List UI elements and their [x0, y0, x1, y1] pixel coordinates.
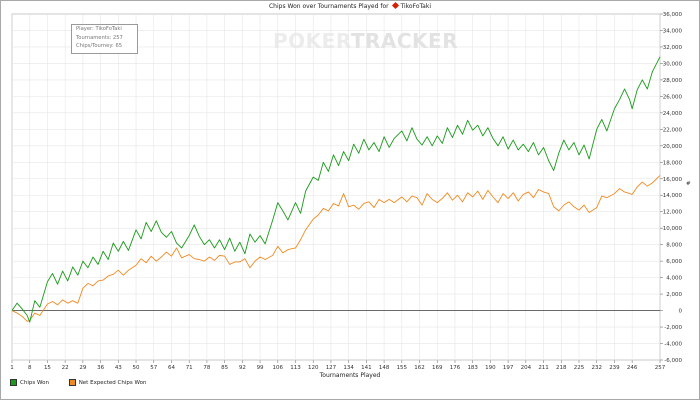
x-tick-label: 127	[326, 365, 337, 371]
chart-title: Chips Won over Tournaments Played for Ti…	[0, 1, 700, 10]
series-line-net-expected-chips-won	[11, 175, 661, 322]
y-tick-label: 0	[679, 309, 683, 315]
legend-item-chips-won[interactable]: Chips Won	[10, 379, 49, 386]
x-tick-label: 50	[133, 365, 140, 371]
x-axis-label: Tournaments Played	[319, 372, 381, 379]
x-tick-label: 71	[186, 365, 193, 371]
series-line-chips-won	[11, 56, 661, 323]
y-axis-symbol: #	[686, 181, 691, 187]
x-tick-label: 141	[361, 365, 372, 371]
x-tick-label: 43	[115, 365, 122, 371]
x-tick-label: 57	[150, 365, 157, 371]
chart-title-player: TikoFoTaki	[400, 3, 431, 10]
x-tick-label: 85	[221, 365, 228, 371]
x-tick-label: 106	[273, 365, 284, 371]
y-tick-label: 18,000	[663, 160, 683, 166]
x-tick-label: 176	[450, 365, 461, 371]
watermark-part2: TRACKER	[350, 29, 459, 53]
y-tick-label: 26,000	[663, 94, 683, 100]
x-tick-label: 99	[257, 365, 264, 371]
x-tick-label: 197	[503, 365, 514, 371]
x-tick-label: 15	[44, 365, 51, 371]
y-tick-label: 36,000	[663, 12, 683, 18]
info-player: Player: TikoFoTaki	[76, 26, 122, 32]
x-tick-label: 64	[168, 365, 175, 371]
legend-label-net-expected: Net Expected Chips Won	[78, 379, 147, 386]
x-tick-label: 155	[397, 365, 408, 371]
legend-swatch-net-expected	[68, 379, 76, 386]
chart-legend: Chips Won Net Expected Chips Won	[10, 379, 164, 388]
y-tick-label: 34,000	[663, 28, 683, 34]
x-tick-label: 246	[627, 365, 638, 371]
watermark-part1: POKER	[273, 29, 351, 53]
x-tick-label: 232	[591, 365, 602, 371]
player-info-box: Player: TikoFoTaki Tournaments: 257 Chip…	[71, 24, 138, 54]
info-tournaments: Tournaments: 257	[76, 34, 123, 41]
y-tick-label: 20,000	[663, 144, 683, 150]
y-tick-label: 32,000	[663, 45, 683, 51]
x-tick-label: 239	[609, 365, 620, 371]
x-tick-label: 190	[485, 365, 496, 371]
y-tick-label: 10,000	[663, 226, 683, 232]
x-tick-label: 120	[308, 365, 319, 371]
y-tick-label: 2,000	[666, 292, 682, 298]
y-tick-label: -4,000	[664, 342, 682, 348]
x-tick-label: 1	[10, 365, 14, 371]
x-tick-label: 169	[432, 365, 443, 371]
info-chips-per-tourney: Chips/Tourney: 65	[76, 43, 123, 49]
y-tick-label: 14,000	[663, 193, 683, 199]
y-tick-label: 28,000	[663, 78, 683, 84]
y-tick-label: -2,000	[664, 325, 682, 331]
y-tick-label: 24,000	[663, 111, 683, 117]
x-tick-label: 218	[556, 365, 567, 371]
y-tick-label: 6,000	[666, 259, 682, 265]
y-tick-label: 12,000	[663, 210, 683, 216]
y-tick-label: 4,000	[666, 276, 682, 282]
x-tick-label: 204	[521, 365, 532, 371]
chart-title-text: Chips Won over Tournaments Played for	[268, 3, 389, 10]
x-tick-label: 29	[79, 365, 86, 371]
x-tick-label: 36	[97, 365, 104, 371]
legend-item-net-expected[interactable]: Net Expected Chips Won	[68, 379, 147, 386]
plot-area	[11, 13, 661, 361]
x-tick-label: 78	[203, 365, 210, 371]
x-tick-label: 22	[62, 365, 69, 371]
y-tick-label: 22,000	[663, 127, 683, 133]
x-tick-label: 211	[538, 365, 549, 371]
x-tick-label: 162	[414, 365, 425, 371]
x-tick-label: 225	[574, 365, 585, 371]
x-tick-label: 183	[467, 365, 478, 371]
y-tick-label: 16,000	[663, 177, 683, 183]
legend-label-chips-won: Chips Won	[20, 379, 49, 386]
y-tick-label: 30,000	[663, 61, 683, 67]
y-tick-label: 8,000	[666, 243, 682, 249]
x-tick-label: 134	[343, 365, 354, 371]
legend-swatch-chips-won	[10, 379, 17, 386]
x-tick-label: 257	[655, 365, 666, 371]
x-tick-label: 8	[28, 365, 32, 371]
x-tick-label: 148	[379, 365, 390, 371]
x-tick-label: 92	[239, 365, 246, 371]
x-tick-label: 113	[290, 365, 301, 371]
y-tick-label: -6,000	[664, 358, 682, 364]
pokertracker-watermark: POKERTRACKER	[273, 29, 458, 53]
